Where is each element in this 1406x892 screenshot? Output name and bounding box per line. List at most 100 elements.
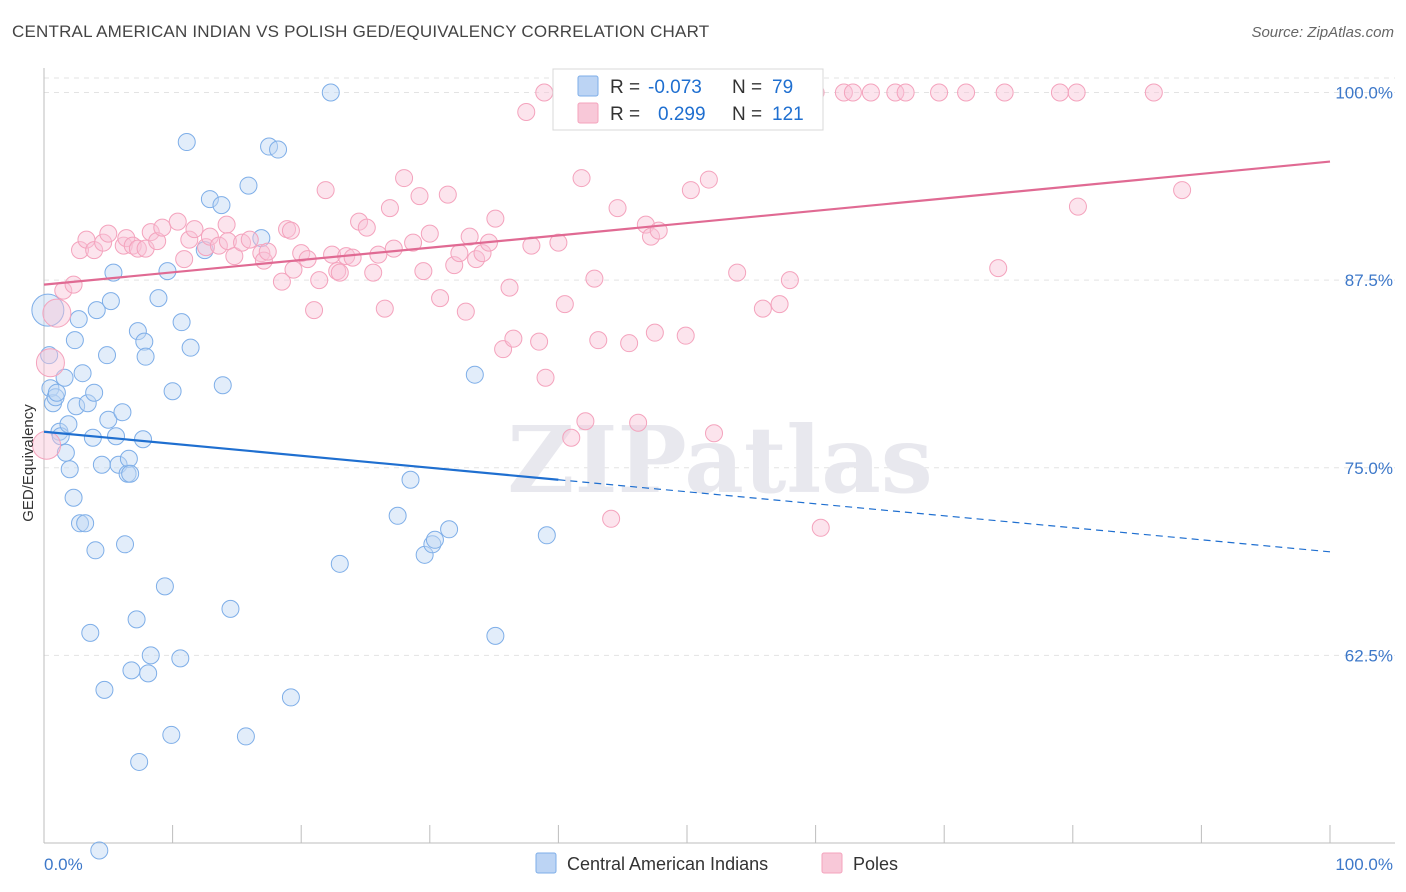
point-poles [284,260,303,279]
points-layer [31,83,1192,860]
point-poles [217,215,236,234]
point-central-american [136,347,155,366]
legend-r-poles: 0.299 [658,104,706,125]
point-poles [375,299,394,318]
point-central-american [239,176,258,195]
point-poles [930,83,949,102]
point-central-american [78,394,97,413]
point-poles [414,262,433,281]
point-central-american [212,196,231,215]
point-central-american [113,403,132,422]
point-central-american [269,140,288,159]
bottom-legend: Central American Indians Poles [535,852,898,874]
point-poles [681,181,700,200]
legend: R = -0.073 N = 79 R = 0.299 N = 121 [552,68,824,131]
point-central-american [90,841,109,860]
point-poles [148,232,167,251]
point-poles [530,332,549,351]
legend-n-central-american: 79 [772,77,793,98]
point-poles [330,263,349,282]
point-central-american [401,470,420,489]
point-central-american [155,577,174,596]
point-central-american [95,680,114,699]
point-central-american [99,410,118,429]
watermark: ZIPatlas [507,406,932,514]
point-central-american [162,725,181,744]
point-poles [128,239,147,258]
point-central-american [67,397,86,416]
point-poles [431,289,450,308]
point-central-american [69,310,88,329]
point-central-american [59,415,78,434]
point-central-american [116,535,135,554]
point-central-american [163,382,182,401]
point-central-american [92,455,111,474]
point-poles [316,181,335,200]
point-poles [42,298,72,328]
point-poles [114,236,133,255]
point-poles [549,233,568,252]
point-central-american [127,610,146,629]
point-poles [225,247,244,266]
point-poles [420,224,439,243]
point-poles [240,230,259,249]
point-poles [676,326,695,345]
point-poles [728,263,747,282]
y-tick-label: 75.0% [1345,459,1393,478]
point-central-american [81,623,100,642]
point-poles [310,271,329,290]
point-poles [535,83,554,102]
point-poles [1068,197,1087,216]
point-poles [99,224,118,243]
point-poles [281,221,300,240]
bottom-legend-label-central-american: Central American Indians [567,854,768,874]
point-central-american [71,514,90,533]
point-poles [585,269,604,288]
point-poles [1173,181,1192,200]
point-poles [834,83,853,102]
chart-source: Source: ZipAtlas.com [1251,24,1394,41]
point-poles [175,250,194,269]
point-central-american [281,688,300,707]
svg-text:N =: N = [732,77,762,98]
point-central-american [415,545,434,564]
point-central-american [221,599,240,618]
point-central-american [177,133,196,152]
point-poles [1067,83,1086,102]
point-central-american [440,520,459,539]
point-poles [117,229,136,248]
point-poles [197,238,216,257]
point-poles [141,223,160,242]
point-poles [384,239,403,258]
point-poles [85,241,104,260]
point-poles [753,299,772,318]
point-poles [536,368,555,387]
point-poles [258,242,277,261]
point-poles [957,83,976,102]
point-central-american [181,338,200,357]
point-central-american [31,293,65,327]
point-poles [450,244,469,263]
point-poles [218,232,237,251]
point-central-american [130,752,149,771]
point-poles [620,334,639,353]
point-central-american [171,649,190,668]
y-tick-label: 87.5% [1345,271,1393,290]
trend-layer [43,160,1331,553]
point-central-american [73,364,92,383]
point-poles [1144,83,1163,102]
point-poles [357,218,376,237]
point-central-american [98,346,117,365]
point-central-american [119,449,138,468]
point-poles [486,209,505,228]
point-poles [364,263,383,282]
point-poles [517,103,536,122]
point-poles [380,199,399,218]
point-poles [410,187,429,206]
point-central-american [321,83,340,102]
y-tick-label: 100.0% [1335,84,1393,103]
point-central-american [537,526,556,545]
legend-swatch-central-american [577,75,599,97]
point-central-american [55,368,74,387]
point-central-american [465,365,484,384]
